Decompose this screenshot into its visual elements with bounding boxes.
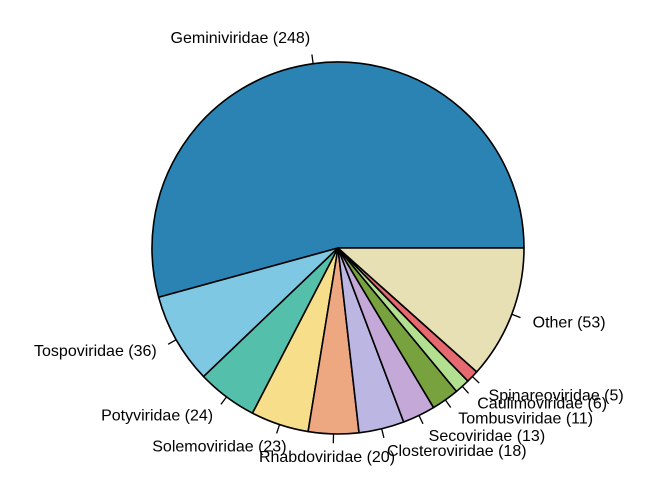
pie-labels: Geminiviridae (248) Tospoviridae (36) Poty… [34,30,624,466]
slice-tospoviridae [157,247,339,378]
label-tombusviridae: Tombusviridae (11) [458,411,593,428]
label-other: Other (53) [533,315,606,332]
label-potyviridae: Potyviridae (24) [101,407,213,424]
tick-geminiviridae [311,54,314,64]
label-secoviridae: Secoviridae (13) [429,428,546,445]
tick-potyviridae [220,396,228,405]
label-solemoviridae: Solemoviridae (23) [152,438,286,455]
label-geminiviridae: Geminiviridae (248) [171,30,311,47]
tick-closteroviridae [381,428,385,438]
tick-secoviridae [418,415,424,425]
label-spinareoviridae: Spinareoviridae (5) [489,387,624,404]
label-caulimoviridae: Caulimoviridae (6) [477,395,607,412]
pie-slices [151,61,525,435]
label-rhabdoviridae: Rhabdoviridae (20) [259,449,395,466]
pie-label-ticks [167,54,521,444]
tick-tombusviridae [444,399,452,408]
tick-caulimoviridae [461,385,470,394]
label-closteroviridae: Closteroviridae (18) [387,443,527,460]
label-tospoviridae: Tospoviridae (36) [34,343,157,360]
tick-solemoviridae [276,424,281,434]
tick-other [511,313,521,319]
slice-geminiviridae [151,61,525,299]
tick-tospoviridae [167,339,177,345]
tick-spinareoviridae [471,376,480,384]
